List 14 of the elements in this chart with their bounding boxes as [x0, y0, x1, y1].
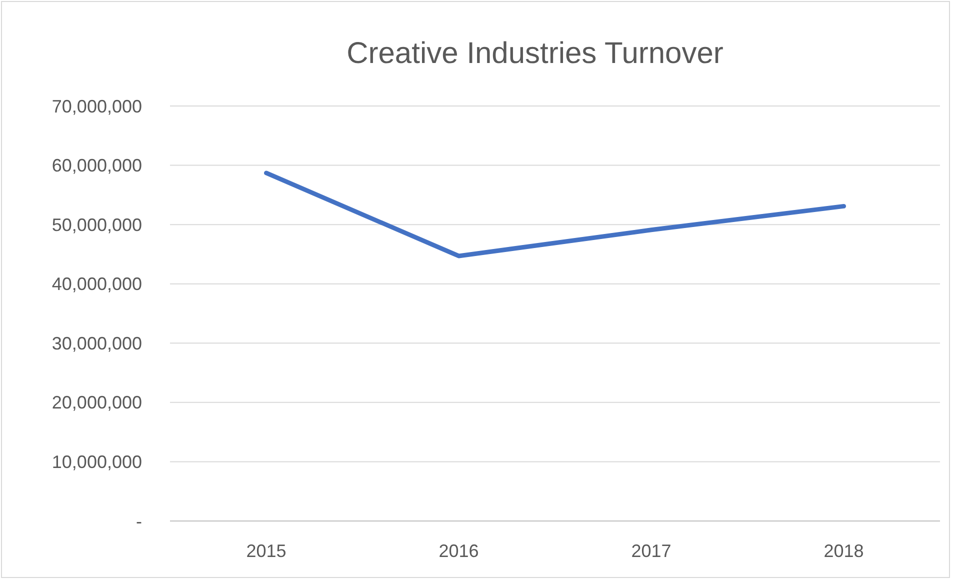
y-tick-label: 70,000,000: [52, 96, 142, 116]
y-tick-label: 50,000,000: [52, 214, 142, 235]
chart-title: Creative Industries Turnover: [346, 37, 724, 70]
y-tick-label: 60,000,000: [52, 156, 142, 176]
x-tick-label: 2016: [438, 541, 479, 561]
y-tick-label: 30,000,000: [52, 333, 142, 354]
line-series: [264, 170, 846, 258]
y-tick-label: 10,000,000: [52, 452, 142, 472]
x-tick-label: 2015: [246, 541, 286, 561]
x-tick-label: 2017: [631, 541, 672, 561]
y-tick-label: -: [136, 511, 142, 532]
y-tick-label: 20,000,000: [52, 392, 142, 413]
y-tick-label: 40,000,000: [52, 274, 142, 294]
x-tick-label: 2018: [824, 541, 864, 561]
